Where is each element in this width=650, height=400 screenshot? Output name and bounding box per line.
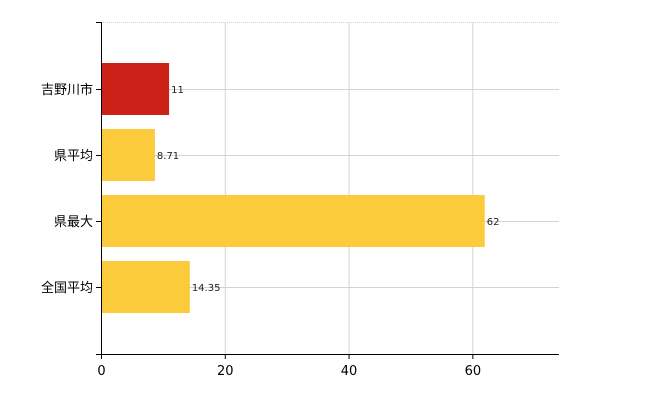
- x-tick-label: 40: [341, 364, 358, 379]
- bar: [102, 129, 155, 181]
- category-label: 吉野川市: [41, 82, 93, 98]
- x-tick-label: 60: [465, 364, 482, 379]
- category-label: 全国平均: [41, 280, 93, 296]
- data-label: 62: [487, 217, 500, 228]
- data-label: 14.35: [192, 283, 221, 294]
- x-tick-label: 20: [217, 364, 234, 379]
- category-label: 県平均: [54, 149, 93, 164]
- axes-group: [96, 22, 559, 359]
- data-label: 11: [171, 85, 184, 96]
- bars-group: [102, 63, 485, 313]
- category-label: 県最大: [54, 215, 93, 230]
- bar: [102, 261, 190, 313]
- data-label: 8.71: [157, 151, 179, 162]
- bar: [102, 63, 170, 115]
- bar: [102, 195, 485, 247]
- x-tick-label: 0: [97, 364, 105, 379]
